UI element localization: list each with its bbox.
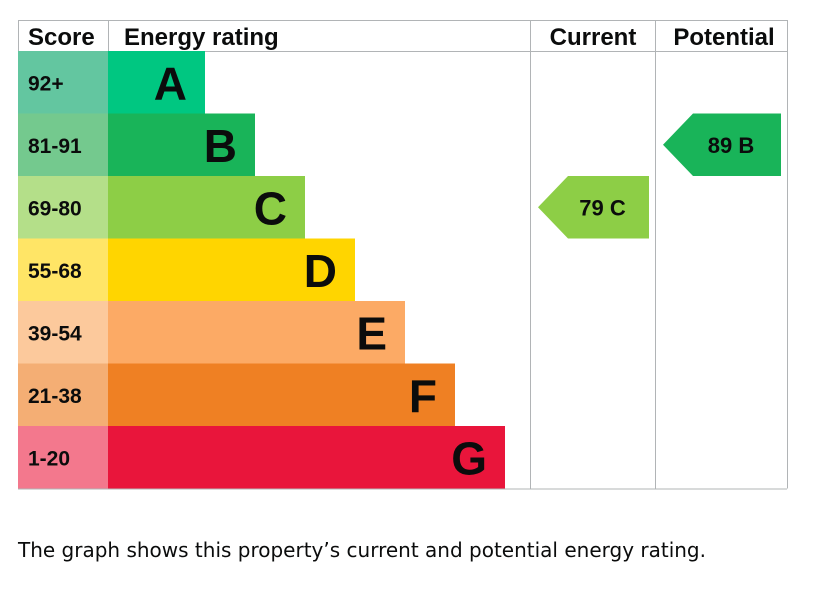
bar-letter-a: A	[154, 57, 187, 109]
rating-markers: 79 C 89 B	[538, 113, 781, 239]
score-header: Score	[28, 24, 95, 51]
score-cell-c	[18, 176, 108, 239]
score-label-e: 39-54	[28, 322, 82, 345]
current-rating-arrow	[538, 176, 649, 239]
score-cell-b	[18, 113, 108, 176]
bar-letter-f: F	[409, 370, 437, 422]
score-cell-a	[18, 51, 108, 114]
score-label-a: 92+	[28, 72, 64, 95]
potential-rating-label: 89 B	[708, 133, 754, 158]
bar-f	[108, 363, 455, 426]
bar-g	[108, 426, 505, 489]
score-label-d: 55-68	[28, 260, 82, 283]
potential-rating-arrow	[663, 113, 781, 176]
score-cell-e	[18, 301, 108, 364]
bar-letter-c: C	[254, 182, 287, 234]
chart-caption: The graph shows this property’s current …	[18, 538, 706, 562]
energy-rating-header: Energy rating	[124, 24, 279, 51]
score-column: 92+ 81-91 69-80 55-68 39-54 21-38 1-20	[18, 51, 108, 489]
header-row: Score Energy rating Current Potential	[28, 24, 775, 51]
bar-letter-g: G	[451, 432, 487, 484]
score-cell-f	[18, 363, 108, 426]
bar-c	[108, 176, 305, 239]
score-label-f: 21-38	[28, 385, 82, 408]
current-header: Current	[550, 24, 637, 51]
epc-chart: 92+ 81-91 69-80 55-68 39-54 21-38 1-20 ABCDEFG…	[18, 20, 788, 490]
score-label-g: 1-20	[28, 447, 70, 470]
bar-letter-d: D	[304, 245, 337, 297]
score-cell-g	[18, 426, 108, 489]
bar-letter-e: E	[356, 307, 387, 359]
bar-e	[108, 301, 405, 364]
score-label-c: 69-80	[28, 197, 82, 220]
bar-b	[108, 113, 255, 176]
score-label-b: 81-91	[28, 135, 82, 158]
current-rating-label: 79 C	[579, 195, 626, 220]
bar-letter-b: B	[204, 120, 237, 172]
potential-header: Potential	[673, 24, 774, 51]
bar-d	[108, 238, 355, 301]
score-cell-d	[18, 238, 108, 301]
bar-a	[108, 51, 205, 114]
